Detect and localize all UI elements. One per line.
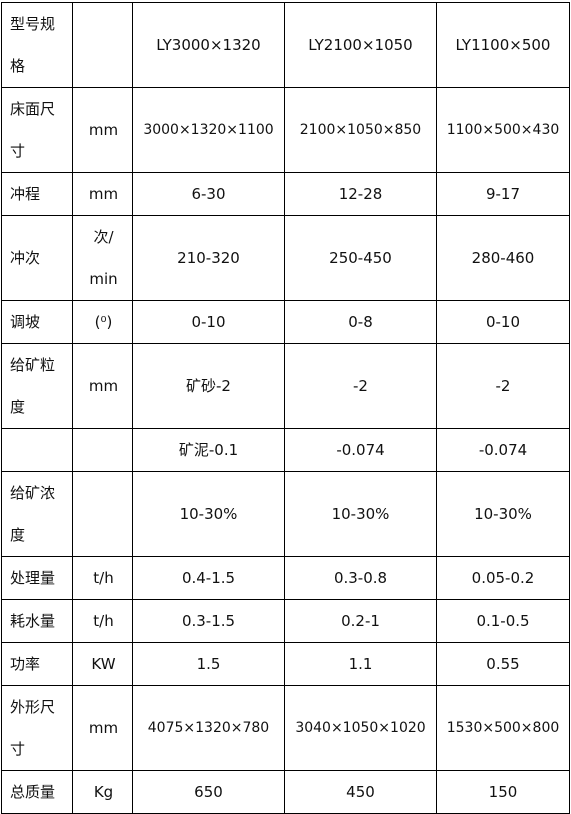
row-header: 外形尺寸 [1,685,73,771]
row-header: 功率 [1,642,73,686]
table-cell: 3040×1050×1020 [284,685,437,771]
table-row: 外形尺寸 mm 4075×1320×780 3040×1050×1020 1530×50… [1,685,570,771]
table-row: 冲程 mm 6-30 12-28 9-17 [1,172,570,216]
table-cell: 9-17 [436,172,570,216]
table-cell [72,471,133,557]
table-cell: 1.1 [284,642,437,686]
table-cell: mm [72,172,133,216]
row-header: 调坡 [1,300,73,344]
table-cell: 650 [132,770,285,814]
table-cell: LY1100×500 [436,2,570,88]
row-header: 冲程 [1,172,73,216]
table-cell: 矿砂-2 [132,343,285,429]
table-cell: mm [72,87,133,173]
row-header: 给矿粒度 [1,343,73,429]
table-cell: 10-30% [436,471,570,557]
table-cell: 0-10 [132,300,285,344]
table-cell: 10-30% [284,471,437,557]
table-row: 总质量 Kg 650 450 150 [1,770,570,814]
table-row: 耗水量 t/h 0.3-1.5 0.2-1 0.1-0.5 [1,599,570,643]
row-header: 床面尺寸 [1,87,73,173]
table-cell: mm [72,685,133,771]
table-cell: 0.3-0.8 [284,556,437,600]
row-header: 处理量 [1,556,73,600]
table-cell: 矿泥-0.1 [132,428,285,472]
table-cell: (⁰) [72,300,133,344]
table-cell: Kg [72,770,133,814]
table-cell [72,2,133,88]
table-row: 处理量 t/h 0.4-1.5 0.3-0.8 0.05-0.2 [1,556,570,600]
table-cell: 1530×500×800 [436,685,570,771]
table-cell: 2100×1050×850 [284,87,437,173]
table-cell: 0.4-1.5 [132,556,285,600]
table-cell: 450 [284,770,437,814]
table-cell: KW [72,642,133,686]
table-cell: 0.2-1 [284,599,437,643]
table-cell: 0-8 [284,300,437,344]
row-header: 耗水量 [1,599,73,643]
table-cell: 0.3-1.5 [132,599,285,643]
table-cell: -0.074 [284,428,437,472]
table-cell: t/h [72,556,133,600]
row-header: 冲次 [1,215,73,301]
table-cell: 3000×1320×1100 [132,87,285,173]
row-header: 总质量 [1,770,73,814]
table-cell: 0.55 [436,642,570,686]
table-cell: LY2100×1050 [284,2,437,88]
table-cell: 4075×1320×780 [132,685,285,771]
table-row: 矿泥-0.1 -0.074 -0.074 [1,428,570,472]
table-cell: 210-320 [132,215,285,301]
table-cell: mm [72,343,133,429]
table-row: 床面尺寸 mm 3000×1320×1100 2100×1050×850 1100×50… [1,87,570,173]
table-cell: -2 [284,343,437,429]
row-header: 型号规格 [1,2,73,88]
table-row: 给矿浓度 10-30% 10-30% 10-30% [1,471,570,557]
table-cell: 6-30 [132,172,285,216]
row-header: 给矿浓度 [1,471,73,557]
table-cell: 1100×500×430 [436,87,570,173]
table-cell [72,428,133,472]
table-cell: 12-28 [284,172,437,216]
table-row: 冲次 次/min 210-320 250-450 280-460 [1,215,570,301]
table-cell: t/h [72,599,133,643]
table-cell: 0.05-0.2 [436,556,570,600]
table-cell: LY3000×1320 [132,2,285,88]
table-row: 功率 KW 1.5 1.1 0.55 [1,642,570,686]
table-cell: 0.1-0.5 [436,599,570,643]
row-header [1,428,73,472]
table-row: 给矿粒度 mm 矿砂-2 -2 -2 [1,343,570,429]
table-cell: -2 [436,343,570,429]
table-row: 调坡 (⁰) 0-10 0-8 0-10 [1,300,570,344]
table-cell: 250-450 [284,215,437,301]
table-cell: 次/min [72,215,133,301]
table-cell: -0.074 [436,428,570,472]
table-cell: 0-10 [436,300,570,344]
table-cell: 150 [436,770,570,814]
table-row: 型号规格 LY3000×1320 LY2100×1050 LY1100×500 [1,2,570,88]
table-cell: 10-30% [132,471,285,557]
table-cell: 1.5 [132,642,285,686]
table-cell: 280-460 [436,215,570,301]
